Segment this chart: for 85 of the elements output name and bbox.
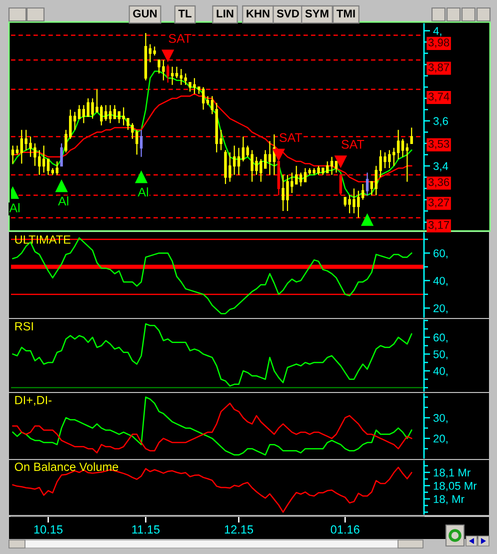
- ref-line-label: 3,74: [428, 92, 450, 102]
- candlestick: [113, 104, 116, 120]
- candlestick: [330, 156, 334, 176]
- candlestick: [78, 104, 81, 120]
- x-tick-label: 10.15: [34, 525, 62, 534]
- candlestick: [108, 104, 112, 124]
- text: Al: [138, 187, 148, 196]
- chart-title: DI+,DI-: [15, 396, 52, 406]
- candlestick: [299, 172, 302, 187]
- series-label: SAT: [168, 34, 192, 43]
- candlestick: [73, 111, 76, 130]
- candlestick: [370, 181, 374, 196]
- candlestick: [144, 32, 148, 81]
- y-tick-label: 40,: [433, 276, 448, 286]
- point: [162, 50, 174, 62]
- candlestick: [175, 66, 178, 79]
- ref-line-label: 3,98: [428, 38, 450, 48]
- y-tick-label: 18, Mr: [434, 495, 464, 504]
- candlestick: [268, 140, 272, 176]
- line-series: [12, 323, 412, 387]
- candlestick: [242, 136, 245, 162]
- text: TL: [178, 10, 192, 18]
- x-tick-label: 01.16: [330, 525, 360, 534]
- candlestick: [272, 134, 276, 176]
- chart-title: On Balance Volume: [14, 462, 118, 471]
- series-label: Al: [9, 203, 20, 212]
- candlestick: [410, 127, 413, 144]
- point: [56, 180, 68, 192]
- candlestick: [170, 66, 174, 86]
- line-series: [12, 237, 412, 314]
- text: TMI: [336, 10, 355, 18]
- candlestick: [366, 172, 369, 196]
- ref-line-label: 3,87: [428, 63, 450, 73]
- ref-line-label: 3,17: [428, 221, 450, 230]
- text: GUN: [133, 10, 157, 18]
- candlestick: [42, 145, 46, 174]
- candlestick: [237, 147, 240, 176]
- candlestick: [406, 142, 409, 182]
- y-tick-label: 60,: [434, 334, 448, 343]
- ref-line-label: 3,36: [428, 178, 450, 188]
- candlestick: [334, 160, 338, 174]
- y-tick-label: 20,: [434, 434, 448, 444]
- candlestick: [206, 96, 210, 106]
- y-tick-label: 60,: [434, 249, 448, 259]
- candlestick: [82, 104, 86, 124]
- point: [334, 156, 347, 168]
- ref-line-label: 3,53: [428, 140, 450, 150]
- x-tick-label: 11.15: [132, 525, 160, 534]
- y-tick-label: 18,1 Mr: [434, 468, 470, 478]
- candlestick: [16, 145, 19, 156]
- candlestick: [401, 138, 404, 158]
- candlestick: [184, 73, 187, 86]
- candlestick: [46, 158, 50, 176]
- y-tick-label: 4,: [433, 27, 442, 36]
- text: LIN: [216, 10, 234, 18]
- text: Al: [58, 196, 68, 206]
- candlestick: [60, 142, 63, 166]
- point: [361, 214, 374, 226]
- y-tick-label: 18,05 Mr: [434, 482, 477, 492]
- candlestick: [304, 168, 307, 182]
- candlestick: [180, 68, 183, 86]
- text: SAT: [280, 133, 302, 142]
- y-tick-label: 20,: [434, 304, 448, 314]
- y-tick-label: 50,: [433, 350, 448, 360]
- x-tick-label: 12.15: [224, 525, 254, 534]
- candlestick: [308, 168, 312, 176]
- y-tick-label: 40,: [433, 367, 448, 376]
- y-tick-label: 3,6: [433, 117, 448, 126]
- text: KHN: [246, 10, 270, 18]
- point: [272, 148, 285, 161]
- text: SAT: [342, 140, 364, 149]
- y-tick-label: 30,: [433, 414, 448, 424]
- candlestick: [56, 160, 58, 176]
- candlestick: [166, 64, 170, 84]
- y-tick-label: 3,4: [433, 162, 448, 172]
- candlestick: [210, 96, 214, 115]
- candlestick: [140, 129, 143, 158]
- candlestick: [11, 145, 14, 164]
- candlestick: [104, 104, 108, 122]
- candlestick: [396, 129, 400, 160]
- text: SVD: [276, 10, 299, 18]
- text: SYM: [305, 10, 328, 18]
- ref-line-label: 3,27: [428, 198, 450, 208]
- point: [135, 171, 148, 184]
- chart-title: RSI: [15, 322, 33, 330]
